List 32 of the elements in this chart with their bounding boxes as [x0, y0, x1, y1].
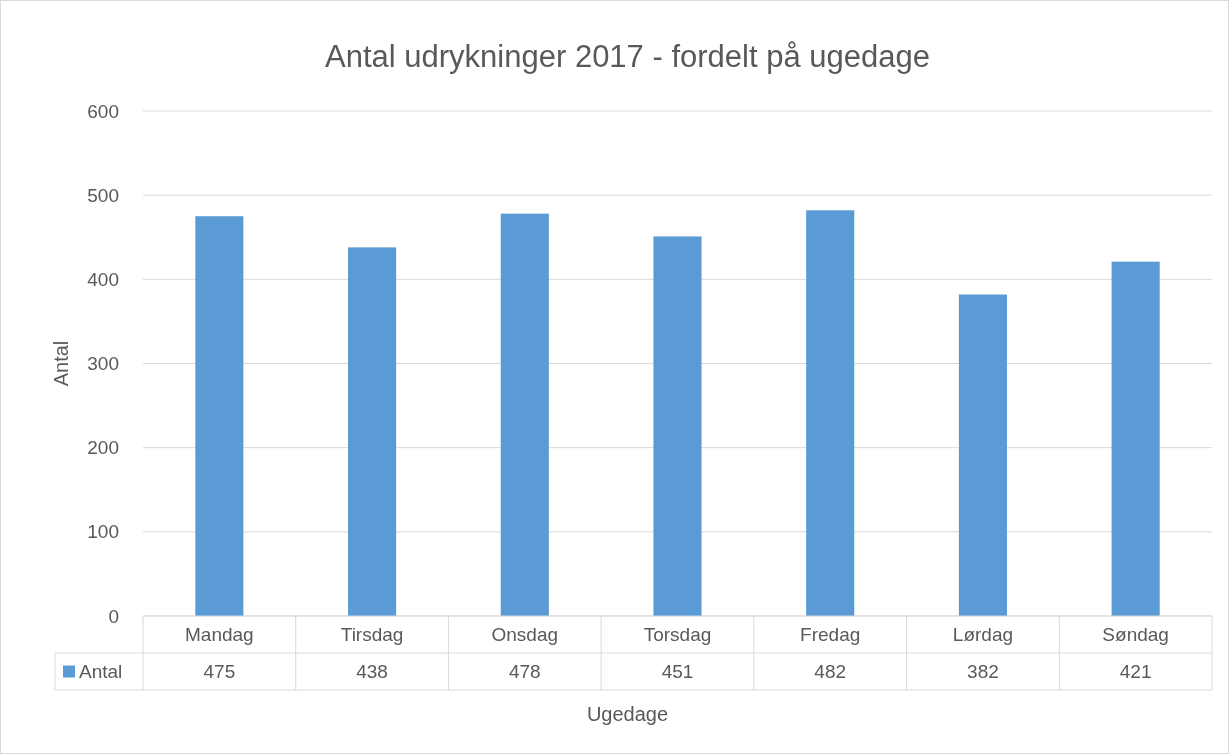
data-label: 482: [814, 661, 847, 683]
data-label: 421: [1119, 661, 1152, 683]
data-label: 451: [661, 661, 694, 683]
y-tick-label: 500: [87, 184, 119, 206]
bar: [195, 216, 244, 616]
x-axis-title: Ugedage: [586, 703, 669, 725]
chart-title: Antal udrykninger 2017 - fordelt på ugedage: [325, 39, 930, 74]
data-label: 438: [356, 661, 388, 683]
y-tick-label: 600: [87, 100, 119, 122]
y-tick-label: 200: [87, 437, 119, 459]
x-tick-label: Torsdag: [643, 624, 712, 646]
y-tick-label: 400: [87, 268, 119, 290]
bar: [653, 236, 702, 616]
data-label: 382: [967, 661, 999, 683]
y-axis-title: Antal: [50, 340, 72, 387]
legend-label: Antal: [79, 661, 123, 683]
x-tick-label: Søndag: [1102, 624, 1169, 646]
x-tick-label: Fredag: [800, 624, 861, 646]
data-label: 478: [508, 661, 541, 683]
x-tick-label: Onsdag: [491, 624, 559, 646]
y-tick-label: 0: [108, 605, 119, 627]
bar: [500, 213, 549, 616]
x-tick-label: Mandag: [185, 624, 254, 646]
bar: [348, 247, 397, 616]
y-tick-label: 300: [87, 353, 119, 375]
x-tick-label: Lørdag: [952, 624, 1014, 646]
bar: [806, 210, 855, 616]
y-tick-label: 100: [87, 521, 119, 543]
x-tick-label: Tirsdag: [340, 624, 404, 646]
bar: [1111, 261, 1160, 616]
data-label: 475: [203, 661, 236, 683]
bar: [958, 294, 1007, 616]
